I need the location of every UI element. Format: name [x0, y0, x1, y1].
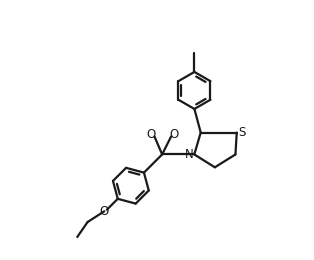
- Text: O: O: [170, 128, 179, 141]
- Text: N: N: [185, 148, 193, 161]
- Text: O: O: [147, 128, 156, 141]
- Text: O: O: [99, 205, 108, 218]
- Text: S: S: [238, 126, 246, 139]
